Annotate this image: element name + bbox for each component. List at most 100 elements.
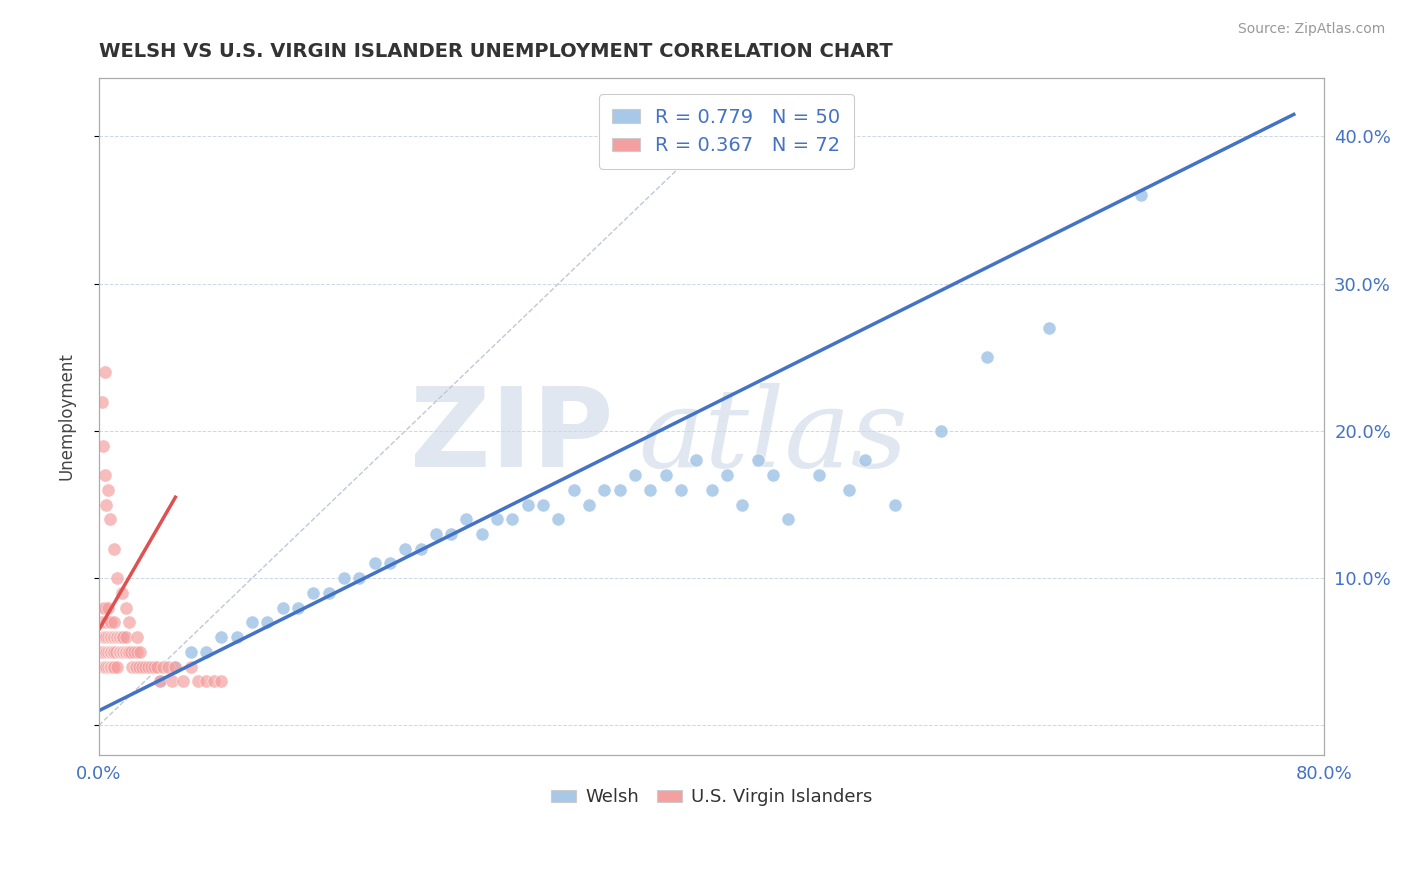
Point — [349, 571, 371, 585]
Point — [146, 659, 169, 673]
Text: WELSH VS U.S. VIRGIN ISLANDER UNEMPLOYMENT CORRELATION CHART: WELSH VS U.S. VIRGIN ISLANDER UNEMPLOYME… — [98, 42, 893, 61]
Point — [516, 498, 538, 512]
Point — [110, 645, 132, 659]
Point — [96, 615, 118, 630]
Point — [96, 498, 118, 512]
Point — [134, 659, 156, 673]
Point — [104, 645, 127, 659]
Point — [562, 483, 585, 497]
Point — [96, 659, 118, 673]
Point — [156, 659, 179, 673]
Point — [287, 600, 309, 615]
Point — [101, 645, 124, 659]
Point — [103, 645, 125, 659]
Point — [105, 571, 128, 585]
Point — [100, 645, 122, 659]
Point — [884, 498, 907, 512]
Point — [609, 483, 631, 497]
Point — [142, 659, 165, 673]
Point — [225, 630, 247, 644]
Point — [127, 630, 149, 644]
Point — [98, 630, 121, 644]
Point — [486, 512, 509, 526]
Point — [94, 630, 117, 644]
Point — [1038, 321, 1060, 335]
Point — [97, 645, 120, 659]
Point — [90, 394, 112, 409]
Point — [103, 659, 125, 673]
Point — [97, 483, 120, 497]
Point — [122, 645, 145, 659]
Point — [654, 468, 676, 483]
Point — [101, 659, 124, 673]
Point — [93, 630, 115, 644]
Point — [98, 659, 121, 673]
Point — [111, 645, 134, 659]
Point — [107, 645, 129, 659]
Point — [96, 630, 118, 644]
Point — [90, 645, 112, 659]
Text: atlas: atlas — [638, 383, 908, 491]
Point — [209, 630, 232, 644]
Point — [97, 659, 120, 673]
Point — [97, 630, 120, 644]
Point — [105, 659, 128, 673]
Point — [762, 468, 785, 483]
Point — [94, 600, 117, 615]
Point — [669, 483, 692, 497]
Point — [94, 468, 117, 483]
Point — [209, 674, 232, 689]
Point — [624, 468, 647, 483]
Legend: Welsh, U.S. Virgin Islanders: Welsh, U.S. Virgin Islanders — [544, 781, 880, 814]
Point — [149, 674, 172, 689]
Point — [98, 615, 121, 630]
Point — [93, 439, 115, 453]
Point — [180, 659, 202, 673]
Point — [114, 645, 136, 659]
Point — [271, 600, 294, 615]
Point — [256, 615, 278, 630]
Point — [318, 586, 340, 600]
Text: ZIP: ZIP — [411, 383, 613, 490]
Point — [700, 483, 723, 497]
Point — [501, 512, 523, 526]
Point — [202, 674, 225, 689]
Point — [807, 468, 830, 483]
Point — [172, 674, 194, 689]
Point — [121, 659, 143, 673]
Point — [90, 615, 112, 630]
Point — [105, 630, 128, 644]
Point — [110, 630, 132, 644]
Point — [195, 645, 218, 659]
Point — [853, 453, 876, 467]
Point — [778, 512, 800, 526]
Point — [165, 659, 187, 673]
Text: Source: ZipAtlas.com: Source: ZipAtlas.com — [1237, 22, 1385, 37]
Point — [187, 674, 209, 689]
Point — [104, 630, 127, 644]
Point — [96, 645, 118, 659]
Point — [593, 483, 616, 497]
Point — [101, 630, 124, 644]
Point — [112, 630, 135, 644]
Point — [409, 541, 432, 556]
Point — [731, 498, 754, 512]
Point — [440, 527, 463, 541]
Point — [180, 645, 202, 659]
Point — [240, 615, 263, 630]
Point — [100, 630, 122, 644]
Point — [97, 600, 120, 615]
Point — [195, 674, 218, 689]
Point — [931, 424, 953, 438]
Point — [107, 630, 129, 644]
Point — [640, 483, 662, 497]
Point — [165, 659, 187, 673]
Point — [94, 659, 117, 673]
Point — [838, 483, 860, 497]
Point — [115, 600, 138, 615]
Point — [333, 571, 356, 585]
Point — [120, 645, 142, 659]
Point — [547, 512, 569, 526]
Point — [685, 453, 707, 467]
Point — [131, 659, 153, 673]
